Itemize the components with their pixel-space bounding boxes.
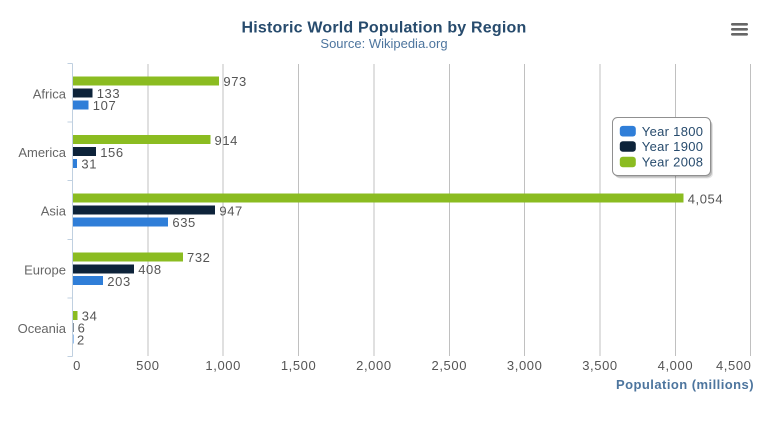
svg-text:0: 0 bbox=[73, 358, 81, 373]
svg-text:Oceania: Oceania bbox=[18, 321, 67, 336]
svg-text:Population (millions): Population (millions) bbox=[616, 377, 754, 392]
svg-text:973: 973 bbox=[223, 74, 247, 89]
svg-text:Historic World Population by R: Historic World Population by Region bbox=[242, 20, 527, 37]
svg-text:2,500: 2,500 bbox=[432, 358, 468, 373]
svg-text:31: 31 bbox=[81, 157, 97, 172]
svg-text:408: 408 bbox=[138, 262, 162, 277]
svg-text:1,500: 1,500 bbox=[281, 358, 317, 373]
svg-text:Year 2008: Year 2008 bbox=[642, 155, 704, 170]
svg-text:3,000: 3,000 bbox=[507, 358, 543, 373]
svg-text:Source: Wikipedia.org: Source: Wikipedia.org bbox=[320, 36, 447, 51]
svg-text:Africa: Africa bbox=[33, 86, 67, 101]
svg-text:635: 635 bbox=[172, 215, 196, 230]
svg-text:203: 203 bbox=[107, 274, 131, 289]
svg-text:500: 500 bbox=[136, 358, 160, 373]
svg-text:107: 107 bbox=[93, 98, 117, 113]
svg-text:4,000: 4,000 bbox=[658, 358, 694, 373]
svg-text:America: America bbox=[18, 145, 66, 160]
svg-text:Europe: Europe bbox=[24, 262, 66, 277]
svg-text:2,000: 2,000 bbox=[356, 358, 392, 373]
svg-text:3,500: 3,500 bbox=[582, 358, 618, 373]
svg-text:1,000: 1,000 bbox=[205, 358, 241, 373]
svg-text:Year 1900: Year 1900 bbox=[642, 139, 704, 154]
svg-text:Year 1800: Year 1800 bbox=[642, 124, 704, 139]
svg-text:2: 2 bbox=[77, 332, 85, 347]
svg-text:156: 156 bbox=[100, 145, 124, 160]
svg-text:914: 914 bbox=[215, 133, 239, 148]
svg-text:947: 947 bbox=[219, 203, 243, 218]
svg-text:4,054: 4,054 bbox=[688, 191, 724, 206]
svg-text:732: 732 bbox=[187, 250, 211, 265]
svg-text:Asia: Asia bbox=[41, 204, 67, 219]
svg-text:4,500: 4,500 bbox=[716, 358, 752, 373]
